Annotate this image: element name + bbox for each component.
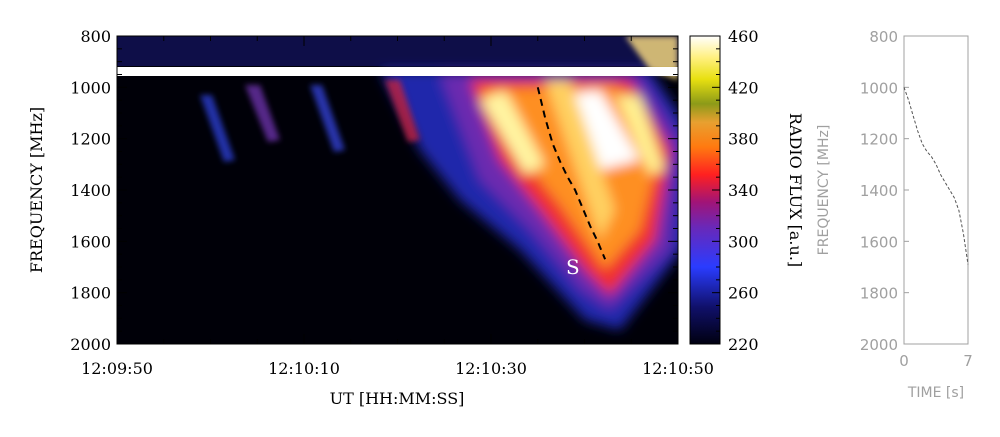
- emission-lane-3: [545, 80, 615, 240]
- annotation-s: S: [566, 255, 580, 279]
- inset-y-tick-label: 1200: [860, 131, 898, 149]
- inset-frame: [903, 35, 969, 345]
- main-y-axis-title: FREQUENCY [MHz]: [27, 107, 46, 273]
- colorbar-tick-label: 460: [728, 27, 759, 46]
- colorbar-tick-label: 340: [728, 181, 759, 200]
- faint-burst-1: [245, 85, 280, 142]
- main-y-tick-label: 2000: [70, 335, 111, 354]
- inset-y-tick-labels: 800 1000 1200 1400 1600 1800 2000: [860, 28, 898, 354]
- main-x-tick-label: 12:10:50: [642, 359, 714, 378]
- colorbar-tick-labels: 220 260 300 340 380 420 460: [728, 27, 759, 354]
- colorbar: 220 260 300 340 380 420 460 RADIO FLUX [a.u.]: [689, 27, 805, 354]
- colorbar-title: RADIO FLUX [a.u.]: [786, 113, 805, 267]
- colorbar-tick-label: 260: [728, 284, 759, 303]
- main-x-tick-labels: 12:09:50 12:10:10 12:10:30 12:10:50: [81, 359, 714, 378]
- main-y-tick-label: 1000: [70, 78, 111, 97]
- data-gap-stripe: [117, 67, 678, 76]
- colorbar-tick-label: 420: [728, 78, 759, 97]
- inset-x-axis-title: TIME [s]: [907, 385, 964, 401]
- inset-drift-line: [903, 87, 969, 265]
- inset-ticks: [904, 35, 909, 345]
- main-x-tick-label: 12:09:50: [81, 359, 153, 378]
- inset-y-tick-label: 1800: [860, 285, 898, 303]
- inset-y-tick-label: 2000: [860, 336, 898, 354]
- inset-y-axis-title: FREQUENCY [MHz]: [816, 125, 832, 256]
- main-x-tick-label: 12:10:10: [268, 359, 340, 378]
- main-y-tick-label: 1400: [70, 181, 111, 200]
- main-ticks: [116, 35, 679, 345]
- inset-x-tick-label: 7: [963, 352, 973, 370]
- faint-burst-2: [200, 95, 235, 162]
- inset-x-tick-label: 0: [899, 352, 909, 370]
- colorbar-tick-label: 220: [728, 335, 759, 354]
- main-y-tick-labels: 800 1000 1200 1400 1600 1800 2000: [70, 27, 111, 354]
- main-y-tick-label: 1800: [70, 284, 111, 303]
- drift-path-line: [536, 87, 607, 260]
- main-y-tick-label: 800: [80, 27, 111, 46]
- main-x-tick-label: 12:10:30: [455, 359, 527, 378]
- colorbar-tick-label: 380: [728, 130, 759, 149]
- faint-burst-3: [310, 85, 345, 152]
- colorbar-tick-label: 300: [728, 232, 759, 251]
- inset-y-tick-label: 800: [869, 28, 898, 46]
- colorbar-ticks: [712, 35, 720, 345]
- emission-lane-4: [615, 95, 665, 175]
- main-y-tick-label: 1200: [70, 130, 111, 149]
- inset-y-tick-label: 1000: [860, 79, 898, 97]
- faint-burst-4: [385, 80, 420, 142]
- emission-lane-1: [480, 90, 545, 175]
- inset-y-tick-label: 1400: [860, 182, 898, 200]
- main-x-axis-title: UT [HH:MM:SS]: [330, 389, 465, 408]
- inset-y-tick-label: 1600: [860, 233, 898, 251]
- main-y-tick-label: 1600: [70, 232, 111, 251]
